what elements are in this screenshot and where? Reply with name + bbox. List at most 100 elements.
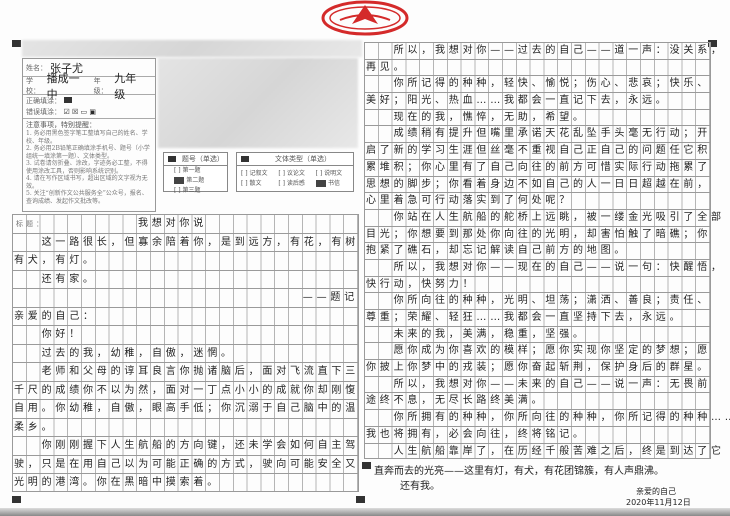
genre-option-letter[interactable]: [■] 书信 [315, 180, 340, 187]
grade-value: 九年级 [114, 71, 137, 101]
note-item: 2. 务必用2B铅笔正确填涂手机号、题号（小学组统一填涂第一题）、文体类型。 [26, 145, 150, 160]
note-item: 4. 请在写作区域书写，超出区域的文字视为无效。 [26, 175, 148, 190]
essay-line: 光明的港湾。你在黑暗中摸索着。 [12, 473, 359, 492]
correct-fill-label: 正确填涂： [26, 97, 61, 105]
essay-line: 现在的我，憔悴，无助，希望。 [364, 108, 711, 126]
option-label: 议论文 [286, 170, 305, 177]
essay-line: 你所向往的种种，光明、坦荡；潇洒、善良；责任、 [364, 292, 711, 309]
question-select-title: 题号（单选） [181, 155, 224, 163]
essay-line: 你站在人生航船的舵桥上远眺，被一缕金光吸引了全部 [364, 208, 721, 226]
essay-line: 千尺的成绩你不以为然，面对一丁点小小的成就你却刚愎 [12, 380, 359, 399]
essay-line: 尊重；荣耀、轻狂……我都会一直坚持下去，永远。 [364, 309, 711, 326]
student-name: 张子尤 [50, 61, 83, 75]
essay-line: 途终不息，无尽长路终美满。 [364, 392, 711, 410]
essay-line: 亲爱的自己： [12, 306, 359, 325]
option-label: 说明文 [324, 170, 343, 177]
essay-line: 人生航船靠岸了，在历经千般苦难之后，终是到达了它 [364, 442, 721, 460]
logo-emblem [321, 0, 409, 36]
essay-line: 你好！ [12, 325, 359, 344]
registration-mark [12, 40, 21, 47]
name-label: 姓名： [26, 63, 47, 72]
overflow-line: 还有我。 [400, 481, 440, 492]
essay-line: 老师和父母的谆耳良言你抛诸脑后，面对飞流直下三 [12, 362, 359, 381]
notes-section: 注意事项，特别提醒： 1. 务必用黑色签字笔工整填写自己的姓名、学校、年级。 2… [23, 119, 155, 207]
wrong-fill-label: 错误填涂： [26, 108, 61, 116]
genre-option-prose[interactable]: [ ] 散文 [241, 180, 262, 187]
essay-line: 抱紧了礁石，却忘记解读自己前方的地图。 [364, 242, 711, 259]
essay-line: 快行动，快努力！ [364, 275, 711, 293]
essay-line: ——题记 [12, 288, 359, 307]
question-option-1[interactable]: [ ] 第一题 [174, 167, 201, 174]
essay-line: 累堆积；你心里有了自己向往的前方可惜实际行动拖累了 [364, 158, 711, 176]
option-label: 散文 [249, 180, 262, 187]
option-label: 第一题 [182, 167, 201, 174]
essay-line: 愿你成为你喜欢的模样；愿你实现你坚定的梦想；愿 [364, 342, 711, 360]
notes-title: 注意事项，特别提醒： [26, 121, 96, 129]
option-label: 记叙文 [249, 170, 268, 177]
genre-option-expository[interactable]: [ ] 说明文 [315, 170, 343, 177]
genre-option-narrative[interactable]: [ ] 记叙文 [241, 170, 268, 177]
essay-line: 我也将拥有，必会向往，终将铭记。 [364, 425, 711, 443]
essay-line: 思想的脚步；你看着身边不如自己的人一日日超越在前， [364, 175, 711, 193]
school-name: 播成一中 [46, 71, 80, 101]
essay-line: 柔乡。 [12, 417, 359, 436]
registration-mark [12, 496, 21, 503]
name-row: 姓名： 张子尤 [23, 59, 155, 77]
letter-date: 2020年11月12日 [626, 498, 691, 507]
question-option-3[interactable]: [ ] 第三题 [174, 187, 201, 194]
option-label: 书信 [327, 180, 340, 187]
option-label: 第三题 [182, 187, 201, 194]
registration-mark [356, 496, 365, 503]
essay-grid-left: 标题： 我想对你说 这一路很长，但寡余陪着你，是到远方，有花，有树 有犬，有灯。 还有… [12, 214, 359, 492]
question-option-2[interactable]: [■] 第二题 [174, 177, 205, 184]
option-label: 读后感 [286, 180, 305, 187]
essay-grid-right: 所以，我想对你——过去的自己——道一声：没关系， 再见。 你所记得的种种，轻快、愉悦… [364, 42, 730, 460]
correct-fill-example [63, 97, 72, 103]
title-row: 标题： 我想对你说 [12, 214, 359, 233]
redacted-header-strip [22, 40, 362, 57]
essay-line: 再见。 [364, 58, 711, 76]
essay-line: 心里着急可行动落实到了何处呢？ [364, 192, 711, 209]
essay-line: 美好；阳光、热血……我都会一直记下去，永远。 [364, 92, 711, 109]
school-label: 学校： [26, 76, 40, 95]
student-info-box: 姓名： 张子尤 学校： 播成一中 年级： 九年级 正确填涂： 错误填涂： ☑ ☒… [22, 58, 156, 212]
note-item: 3. 试卷请勿折叠、涂改，字迹务必工整，不得使用涂改工具，否则影响系统识别。 [26, 160, 148, 175]
fill-example-row: 正确填涂： 错误填涂： ☑ ☒ ▭ ▣ [23, 95, 155, 119]
essay-line: 启了新的学习生涯但丝毫不重视自己正自己的问题任它积 [364, 142, 711, 159]
registration-mark [708, 40, 717, 47]
essay-line: 你披上你梦中的戎装；愿你奋起斩荆，保护身后的群星。 [364, 359, 711, 376]
overflow-line: 直奔而去的光亮——这里有灯，有犬，有花团锦簇，有人声鼎沸。 [374, 466, 664, 477]
question-select-box: 题号（单选） [ ] 第一题 [■] 第二题 [ ] 第三题 [163, 152, 228, 194]
registration-mark [362, 462, 371, 469]
option-label: 第二题 [186, 177, 205, 184]
redacted-barcode-area [158, 58, 358, 148]
essay-line: 你所记得的种种，轻快、愉悦；伤心、悲哀；快乐、 [364, 75, 711, 93]
marker-block [168, 156, 176, 162]
essay-line: 成绩稍有提升但嘴里承诺天花乱坠手头毫无行动；开 [364, 125, 711, 143]
essay-line: 所以，我想对你——现在的自己——说一句：快醒悟， [364, 258, 721, 276]
essay-line: 目光；你想要到那处你向往的光明，却害怕触了暗礁；你 [364, 225, 711, 243]
genre-select-title: 文体类型（单选） [275, 155, 331, 163]
essay-line: 所以，我想对你——过去的自己——道一声：没关系， [364, 42, 721, 59]
wrong-fill-examples: ☑ ☒ ▭ ▣ [63, 108, 97, 116]
essay-title: 我想对你说 [138, 218, 207, 229]
genre-option-review[interactable]: [ ] 读后感 [278, 180, 305, 187]
essay-line: 所以，我想对你——未来的自己——说一声：无畏前 [364, 375, 711, 393]
essay-line: 你所拥有的种种，你所向往的种种，你所记得的种种…… [364, 409, 730, 426]
essay-line: 有犬，有灯。 [12, 251, 359, 270]
school-row: 学校： 播成一中 年级： 九年级 [23, 72, 155, 101]
genre-option-argumentative[interactable]: [ ] 议论文 [278, 170, 305, 177]
essay-line: 自用。你幼稚，自傲，眼高手低；你沉溺于自己脑中的温 [12, 399, 359, 418]
title-label: 标题： [16, 220, 46, 228]
essay-line: 还有家。 [12, 269, 359, 288]
essay-line: 这一路很长，但寡余陪着你，是到远方，有花，有树 [12, 232, 359, 251]
essay-line: 未来的我，美满，稳重，坚强。 [364, 325, 711, 343]
essay-line: 驶，只是在用自己以为可能正确的方式，驶向可能安全又 [12, 454, 359, 473]
essay-line: 过去的我，幼稚，自傲，迷惘。 [12, 343, 359, 362]
signature: 亲爱的自己 [636, 487, 676, 496]
marker-block [241, 156, 249, 162]
genre-select-box: 文体类型（单选） [ ] 记叙文 [ ] 议论文 [ ] 说明文 [ ] 散文 … [236, 152, 354, 192]
essay-line: 你刚刚握下人生航船的方向键，还未学会如何自主驾 [12, 436, 359, 455]
note-item: 5. 关注“创新作文公共服务全”公众号，报名、查询成绩、发起作文批改等。 [26, 190, 148, 205]
page-edge [0, 508, 730, 516]
